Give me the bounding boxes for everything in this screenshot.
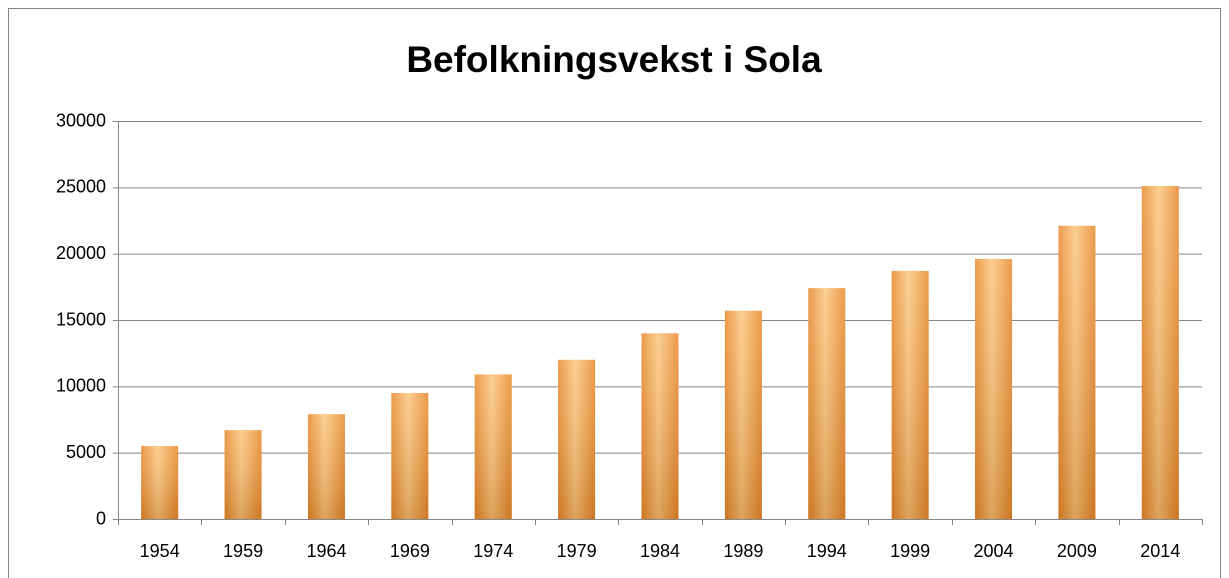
bar-shade [307,414,345,519]
x-tick-label: 1974 [473,541,513,561]
x-tick-label: 1999 [890,541,930,561]
bar-shade [1058,225,1096,519]
x-tick-label: 1979 [557,541,597,561]
x-tick-label: 2009 [1057,541,1097,561]
x-tick-label: 2014 [1140,541,1180,561]
x-tick-label: 1984 [640,541,680,561]
bar-shade [724,310,762,519]
bar-shade [391,392,429,519]
y-tick-label: 5000 [66,442,106,462]
chart-title: Befolkningsvekst i Sola [406,39,822,80]
x-tick-label: 2004 [974,541,1014,561]
y-tick-label: 30000 [56,110,106,130]
bar-shade [558,359,596,519]
y-tick-label: 10000 [56,376,106,396]
y-tick-label: 25000 [56,177,106,197]
x-tick-label: 1989 [723,541,763,561]
bar-shade [808,288,846,519]
bar-shade [141,446,179,519]
x-tick-label: 1964 [306,541,346,561]
bar-shade [474,374,512,519]
bar-shade [891,270,929,519]
bar-shade [975,258,1013,519]
bar-shade [224,430,262,519]
bar-shade [641,333,679,519]
y-tick-label: 15000 [56,309,106,329]
bar-shade [1141,186,1179,520]
x-tick-label: 1954 [140,541,180,561]
x-tick-label: 1969 [390,541,430,561]
y-tick-label: 20000 [56,243,106,263]
x-tick-label: 1994 [807,541,847,561]
x-tick-label: 1959 [223,541,263,561]
chart-frame [8,8,1221,578]
y-tick-label: 0 [96,508,106,528]
